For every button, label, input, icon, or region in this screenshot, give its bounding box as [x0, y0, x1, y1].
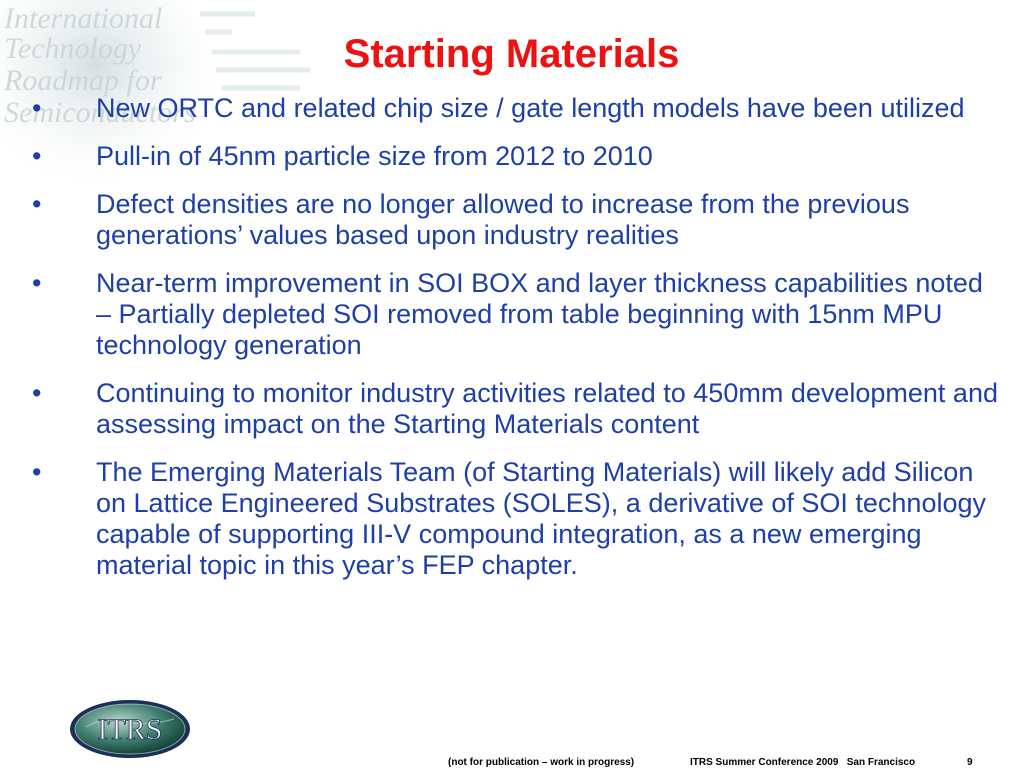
bullet-icon: •	[32, 141, 42, 171]
bullet-text: New ORTC and related chip size / gate le…	[96, 93, 965, 123]
footer-publication-note: (not for publication – work in progress)	[448, 757, 635, 768]
footer-page-number: 9	[967, 757, 973, 768]
bullet-item-soles: • The Emerging Materials Team (of Startin…	[30, 457, 1005, 581]
bullet-icon: •	[32, 268, 42, 298]
bullet-list: • New ORTC and related chip size / gate l…	[30, 93, 1005, 598]
bullet-text: Near-term improvement in SOI BOX and lay…	[96, 268, 983, 360]
bullet-text: The Emerging Materials Team (of Starting…	[96, 457, 986, 580]
footer-conference: ITRS Summer Conference 2009 San Francisc…	[690, 757, 916, 768]
slide-title: Starting Materials	[343, 32, 680, 76]
bullet-text: Pull-in of 45nm particle size from 2012 …	[96, 141, 653, 171]
bullet-icon: •	[32, 189, 42, 219]
watermark-line-2: Technology	[4, 32, 142, 65]
bullet-item-450mm: • Continuing to monitor industry activiti…	[30, 378, 1005, 440]
itrs-logo: ITRS	[66, 697, 194, 761]
bullet-icon: •	[32, 457, 42, 487]
watermark-line-1: International	[3, 2, 162, 35]
logo-text: ITRS	[97, 713, 162, 746]
bullet-item-ortc: • New ORTC and related chip size / gate l…	[30, 93, 1005, 124]
watermark-line-4: Semiconductors	[4, 96, 196, 129]
bullet-icon: •	[32, 378, 42, 408]
bullet-text: Defect densities are no longer allowed t…	[96, 189, 910, 250]
itrs-watermark: International Technology Roadmap for Sem…	[0, 0, 330, 200]
bullet-item-particle-size: • Pull-in of 45nm particle size from 2012…	[30, 141, 1005, 172]
bullet-item-soi-box: • Near-term improvement in SOI BOX and la…	[30, 268, 1005, 361]
bullet-text: Continuing to monitor industry activitie…	[96, 378, 998, 439]
bullet-icon: •	[32, 93, 42, 123]
footer: (not for publication – work in progress)…	[0, 757, 1023, 775]
bullet-item-defect-densities: • Defect densities are no longer allowed …	[30, 189, 1005, 251]
watermark-line-3: Roadmap for	[3, 64, 162, 97]
